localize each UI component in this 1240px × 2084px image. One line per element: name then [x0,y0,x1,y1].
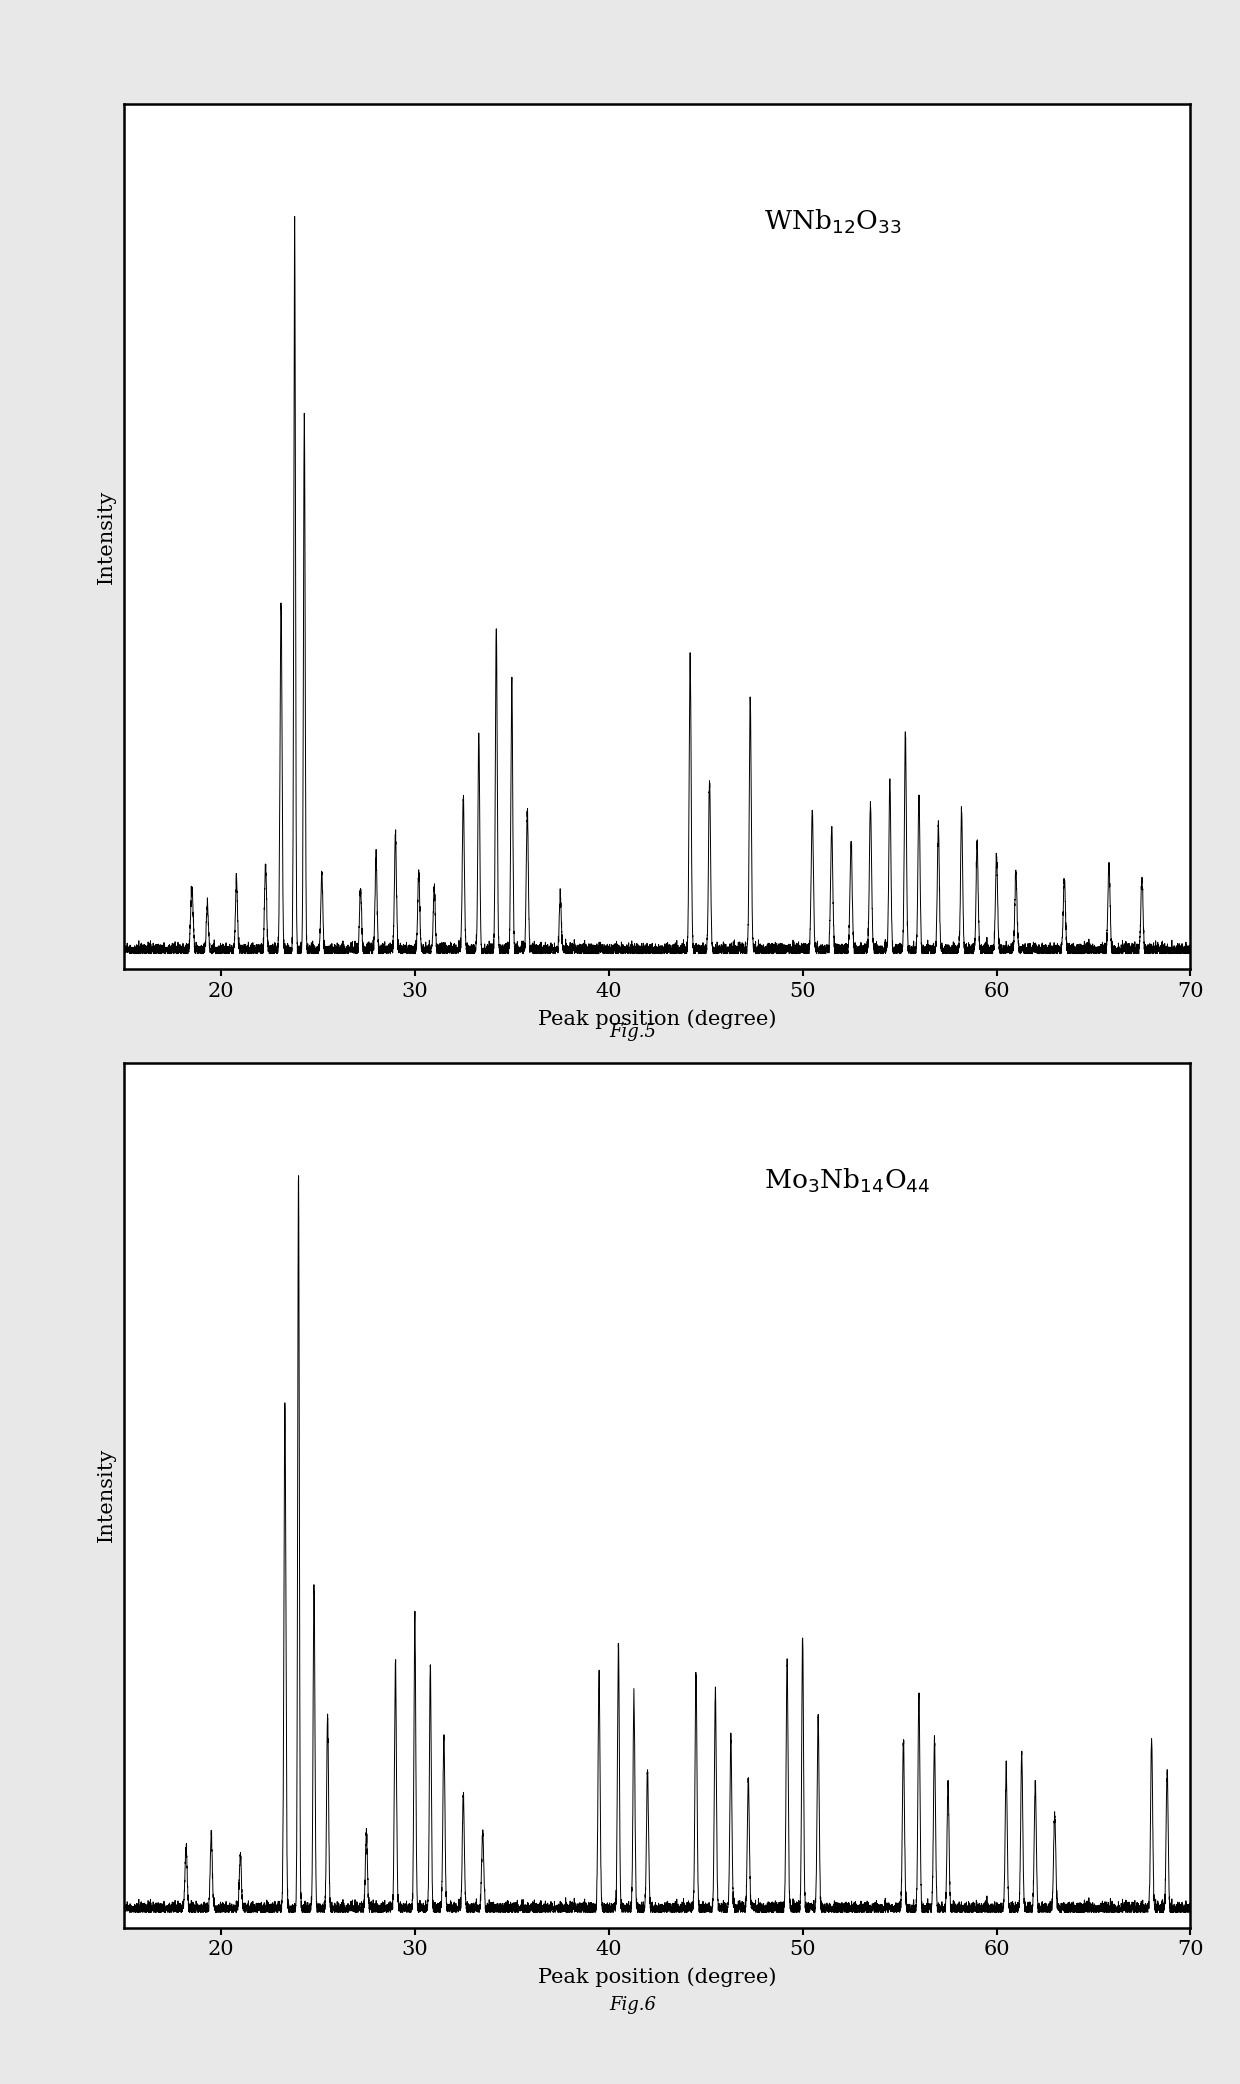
Text: Fig.5: Fig.5 [609,1023,656,1040]
Text: Fig.6: Fig.6 [609,1996,656,2013]
Text: WNb$_{12}$O$_{33}$: WNb$_{12}$O$_{33}$ [764,208,901,235]
X-axis label: Peak position (degree): Peak position (degree) [538,1967,776,1988]
X-axis label: Peak position (degree): Peak position (degree) [538,1009,776,1029]
Y-axis label: Intensity: Intensity [97,490,115,584]
Y-axis label: Intensity: Intensity [97,1448,115,1542]
Text: Mo$_3$Nb$_{14}$O$_{44}$: Mo$_3$Nb$_{14}$O$_{44}$ [764,1167,930,1194]
